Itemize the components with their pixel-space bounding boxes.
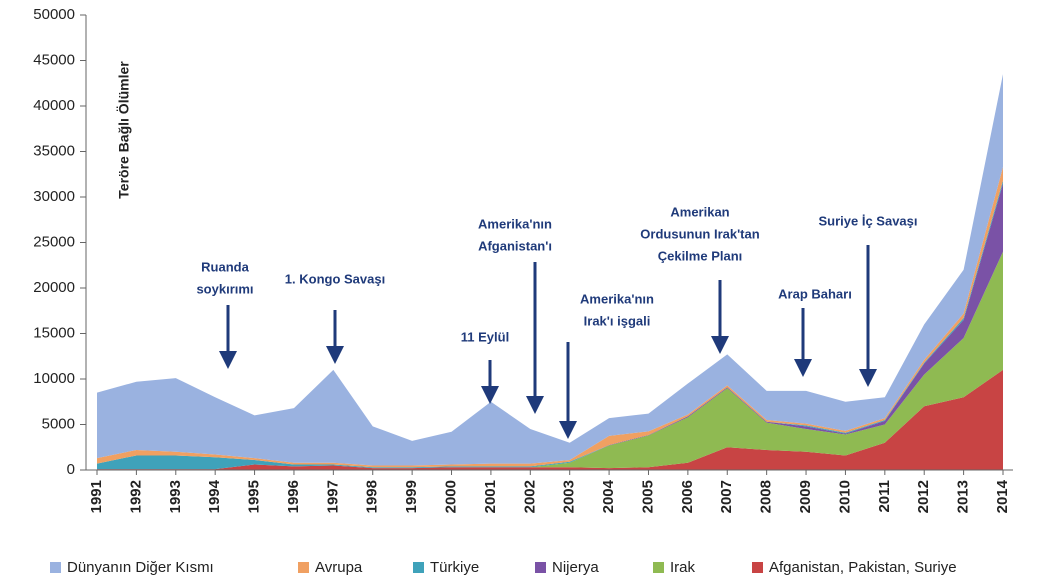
x-tick-label: 1998 [364,480,381,513]
legend-label: Türkiye [430,559,479,576]
annotation: Afganistan'ı [478,238,552,253]
x-tick-label: 2004 [600,479,617,513]
annotation: Arap Baharı [778,286,852,301]
legend-swatch [752,562,763,573]
x-tick-label: 1997 [324,480,341,513]
annotation: Irak'ı işgali [584,313,651,328]
x-tick-label: 1993 [167,480,184,513]
x-tick-label: 2003 [561,480,578,513]
x-tick-label: 2009 [797,480,814,513]
y-tick-label: 0 [67,461,75,478]
x-tick-label: 2008 [758,480,775,513]
legend-label: Avrupa [315,559,363,576]
legend-label: Nijerya [552,559,599,576]
area [97,74,1003,466]
y-tick-label: 30000 [33,188,75,205]
x-tick-label: 2010 [836,480,853,513]
x-tick-label: 2013 [955,480,972,513]
annotation: Ordusunun Irak'tan [640,226,759,241]
annotation: soykırımı [196,281,253,296]
legend-swatch [298,562,309,573]
y-tick-label: 25000 [33,233,75,250]
legend-label: Irak [670,559,696,576]
x-tick-label: 2006 [679,480,696,513]
x-tick-label: 1995 [246,480,263,513]
legend-swatch [50,562,61,573]
area [97,369,1003,470]
legend-label: Dünyanın Diğer Kısmı [67,559,214,576]
x-tick-label: 2012 [915,480,932,513]
legend-swatch [653,562,664,573]
y-tick-label: 15000 [33,324,75,341]
legend-swatch [413,562,424,573]
annotation: Ruanda [201,259,249,274]
x-tick-label: 1994 [206,479,223,513]
x-tick-label: 2001 [482,480,499,513]
legend-swatch [535,562,546,573]
annotation: Amerikan [670,204,729,219]
y-tick-label: 5000 [42,415,75,432]
x-tick-label: 2011 [876,480,893,513]
y-tick-label: 10000 [33,370,75,387]
x-tick-label: 2005 [639,480,656,513]
y-tick-label: 50000 [33,6,75,23]
x-tick-label: 1991 [88,480,105,513]
x-tick-label: 1999 [403,480,420,513]
legend-label: Afganistan, Pakistan, Suriye [769,559,957,576]
y-axis-label: Teröre Bağlı Ölümler [116,61,132,199]
x-tick-label: 1996 [285,480,302,513]
y-tick-label: 20000 [33,279,75,296]
annotation: Amerika'nın [478,216,552,231]
annotation: Çekilme Planı [658,248,743,263]
annotation: 1. Kongo Savaşı [285,271,385,286]
x-tick-label: 2000 [442,480,459,513]
y-tick-label: 40000 [33,97,75,114]
x-tick-label: 2002 [521,480,538,513]
y-tick-label: 45000 [33,51,75,68]
x-tick-label: 1992 [127,480,144,513]
x-tick-label: 2007 [718,480,735,513]
x-tick-label: 2014 [994,479,1011,513]
annotation: Amerika'nın [580,291,654,306]
annotation: Suriye İç Savaşı [818,213,917,228]
annotation: 11 Eylül [461,329,509,344]
y-tick-label: 35000 [33,142,75,159]
